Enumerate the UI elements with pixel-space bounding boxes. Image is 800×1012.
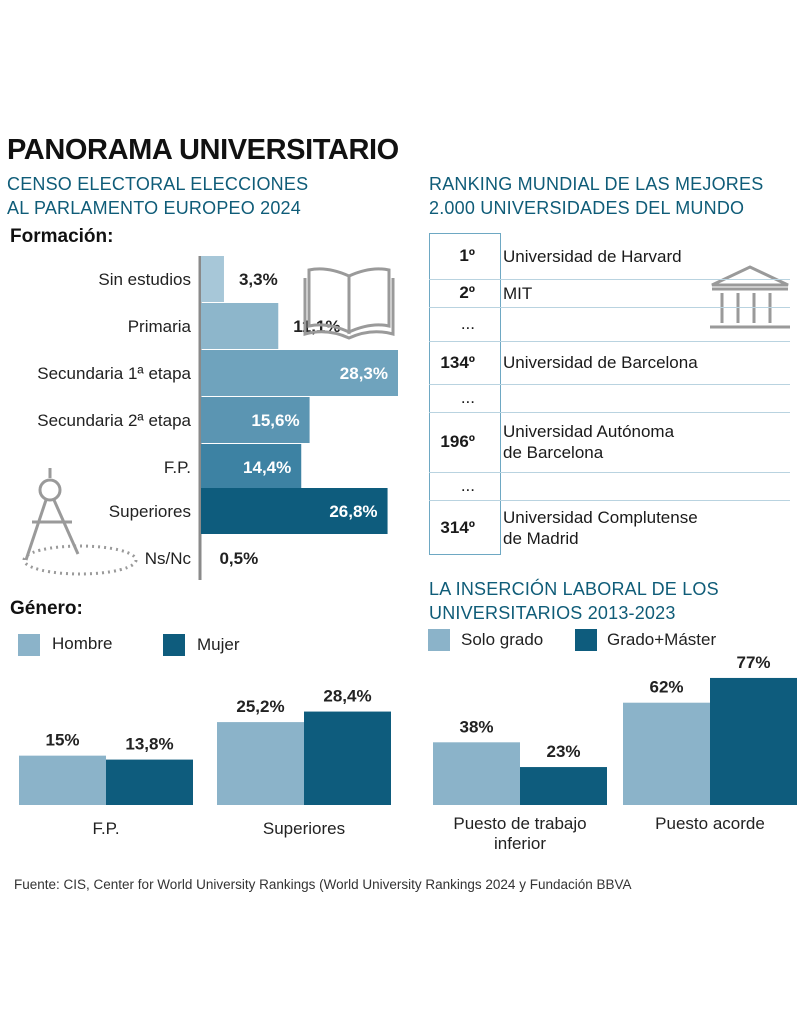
censo-subtitle: CENSO ELECTORAL ELECCIONES AL PARLAMENTO…: [7, 172, 308, 220]
formacion-category-label: Sin estudios: [98, 270, 191, 289]
legend-hombre-swatch: [18, 634, 40, 656]
censo-subtitle-line2: AL PARLAMENTO EUROPEO 2024: [7, 198, 301, 218]
ranking-pos-column-frame: [429, 233, 501, 555]
formacion-category-label: F.P.: [164, 458, 191, 477]
formacion-value-label: 26,8%: [329, 502, 377, 521]
ranking-subtitle: RANKING MUNDIAL DE LAS MEJORES 2.000 UNI…: [429, 172, 763, 220]
formacion-bar: [201, 256, 224, 302]
ranking-name-line1: MIT: [503, 283, 533, 303]
ranking-row: ...: [429, 384, 790, 413]
formacion-label: Formación:: [10, 226, 114, 247]
ranking-position: ...: [460, 476, 475, 495]
legend-grado-master-label: Grado+Máster: [607, 630, 717, 649]
formacion-category-label: Ns/Nc: [145, 549, 192, 568]
legend-solo-grado-swatch: [428, 629, 450, 651]
bar-genero-chart: [106, 759, 193, 805]
ranking-university-name: Universidad de Harvard: [489, 246, 682, 267]
ranking-university-name: Universidad Complutense de Madrid: [489, 507, 698, 549]
ranking-row: 134º Universidad de Barcelona: [429, 341, 790, 385]
bar-insercion-chart: [710, 677, 797, 805]
formacion-bar: [201, 303, 279, 349]
ranking-university-name: Universidad Autónoma de Barcelona: [489, 421, 674, 463]
ranking-subtitle-line1: RANKING MUNDIAL DE LAS MEJORES: [429, 174, 764, 194]
category-label: inferior: [494, 834, 546, 853]
ranking-position: 2º: [459, 283, 475, 302]
formacion-category-label: Secundaria 1ª etapa: [37, 364, 191, 383]
legend-mujer-swatch: [163, 634, 185, 656]
formacion-value-label: 3,3%: [239, 270, 278, 289]
legend-solo-grado-label: Solo grado: [461, 630, 544, 649]
ranking-position: 1º: [459, 246, 475, 265]
ranking-name-line2: de Barcelona: [503, 443, 604, 462]
formacion-value-label: 0,5%: [219, 549, 258, 568]
category-label: Puesto acorde: [655, 814, 765, 833]
compass-icon: [22, 468, 138, 576]
bar-genero-chart: [217, 722, 304, 805]
ranking-position: 134º: [440, 352, 475, 372]
ranking-row: ...: [429, 307, 790, 342]
bar-insercion-chart: [520, 767, 607, 805]
ranking-name-line1: Universidad Complutense: [503, 507, 698, 527]
bar-insercion-chart: [433, 742, 520, 805]
ranking-position: 196º: [440, 432, 475, 451]
formacion-bar: [201, 488, 388, 534]
formacion-category-label: Primaria: [128, 317, 192, 336]
formacion-value-label: 28,3%: [340, 364, 388, 383]
page-title: PANORAMA UNIVERSITARIO: [7, 134, 399, 166]
bar-value-label: 13,8%: [125, 735, 173, 754]
formacion-category-label: Secundaria 2ª etapa: [37, 411, 191, 430]
bar-genero-chart: [19, 755, 106, 805]
university-building-icon: [710, 265, 790, 329]
formacion-bar: [201, 444, 302, 490]
ranking-row: ...: [429, 472, 790, 501]
formacion-bar: [201, 397, 310, 443]
bar-value-label: 28,4%: [323, 687, 371, 706]
ranking-row: 196º Universidad Autónoma de Barcelona: [429, 412, 790, 473]
bar-value-label: 62%: [649, 678, 683, 697]
ranking-subtitle-line2: 2.000 UNIVERSIDADES DEL MUNDO: [429, 198, 745, 218]
legend-mujer-label: Mujer: [197, 635, 240, 654]
formacion-bar: [201, 350, 398, 396]
legend-grado-master-swatch: [575, 629, 597, 651]
legend-hombre-label: Hombre: [52, 634, 113, 653]
bar-value-label: 23%: [546, 742, 580, 761]
ranking-name-line1: Universidad de Barcelona: [503, 353, 698, 372]
formacion-chart: Sin estudios 3,3%Primaria 11,1%Secundaria …: [37, 256, 398, 580]
formacion-value-label: 14,4%: [243, 458, 291, 477]
genero-chart: 15% 13,8% F.P. 25,2% 28,4% Superiores: [19, 687, 391, 838]
book-icon: [303, 267, 395, 340]
bar-value-label: 25,2%: [236, 697, 284, 716]
bar-value-label: 38%: [459, 717, 493, 736]
ranking-name-line2: de Madrid: [503, 528, 579, 548]
ranking-row: 2º MIT: [429, 279, 790, 308]
ranking-row: 314º Universidad Complutense de Madrid: [429, 500, 790, 555]
category-label: F.P.: [92, 819, 119, 838]
genero-label: Género:: [10, 598, 83, 619]
bar-insercion-chart: [623, 702, 710, 805]
ranking-row: 1º Universidad de Harvard: [429, 233, 790, 280]
ranking-name-line1: Universidad Autónoma: [503, 422, 675, 441]
formacion-category-label: Superiores: [109, 502, 191, 521]
insercion-subtitle-line1: LA INSERCIÓN LABORAL DE LOS: [429, 579, 719, 599]
insercion-subtitle: LA INSERCIÓN LABORAL DE LOS UNIVERSITARI…: [429, 577, 719, 625]
bar-genero-chart: [304, 711, 391, 805]
bar-value-label: 15%: [45, 731, 79, 750]
ranking-university-name: Universidad de Barcelona: [489, 352, 698, 373]
censo-subtitle-line1: CENSO ELECTORAL ELECCIONES: [7, 174, 309, 194]
ranking-university-name: MIT: [489, 283, 532, 304]
ranking-position: ...: [460, 314, 475, 333]
category-label: Superiores: [263, 819, 345, 838]
ranking-name-line1: Universidad de Harvard: [503, 246, 682, 266]
source-note: Fuente: CIS, Center for World University…: [14, 877, 632, 892]
category-label: Puesto de trabajo: [453, 814, 586, 833]
ranking-position: 314º: [440, 517, 475, 537]
ranking-position: ...: [460, 388, 475, 407]
bar-value-label: 77%: [736, 653, 770, 672]
insercion-subtitle-line2: UNIVERSITARIOS 2013-2023: [429, 603, 676, 623]
formacion-value-label: 15,6%: [251, 411, 299, 430]
